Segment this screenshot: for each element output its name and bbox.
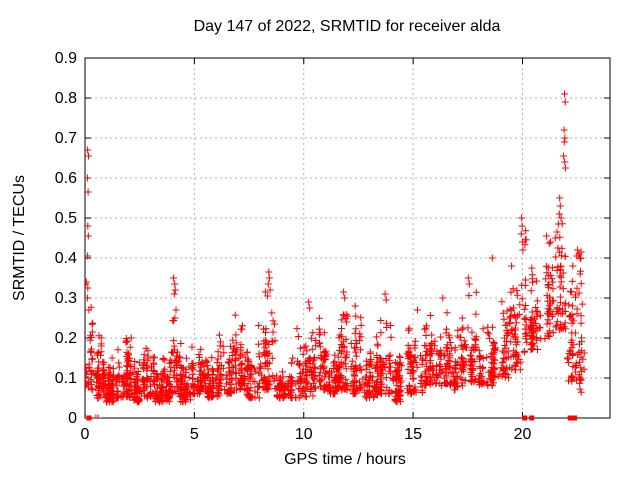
scatter-points	[85, 90, 588, 418]
scatter-points-layer	[85, 90, 588, 418]
x-tick-label: 5	[190, 426, 199, 443]
y-tick-label: 0	[68, 410, 77, 427]
x-axis-label: GPS time / hours	[284, 451, 406, 468]
zero-flag-square	[86, 415, 92, 421]
zero-flag-square	[567, 415, 573, 421]
zero-flag-markers	[86, 415, 578, 421]
zero-flag-square	[529, 415, 535, 421]
x-tick-label: 20	[514, 426, 532, 443]
x-tick-label: 10	[295, 426, 313, 443]
chart-title: Day 147 of 2022, SRMTID for receiver ald…	[194, 18, 501, 35]
y-tick-label: 0.8	[55, 90, 77, 107]
y-tick-label: 0.9	[55, 50, 77, 67]
tick-labels: 0 5 10 15 20 0 0.1 0.2 0.3 0.4 0.5 0.6 0.7 0.8 0.9	[55, 50, 532, 443]
y-tick-label: 0.2	[55, 330, 77, 347]
zero-flag-square	[522, 415, 528, 421]
y-tick-label: 0.7	[55, 130, 77, 147]
zero-flag-square	[572, 415, 578, 421]
y-tick-label: 0.1	[55, 370, 77, 387]
y-tick-label: 0.6	[55, 170, 77, 187]
y-axis-label: SRMTID / TECUs	[11, 175, 28, 301]
y-tick-label: 0.5	[55, 210, 77, 227]
y-tick-label: 0.3	[55, 290, 77, 307]
x-tick-label: 0	[81, 426, 90, 443]
y-tick-label: 0.4	[55, 250, 77, 267]
x-tick-label: 15	[404, 426, 422, 443]
